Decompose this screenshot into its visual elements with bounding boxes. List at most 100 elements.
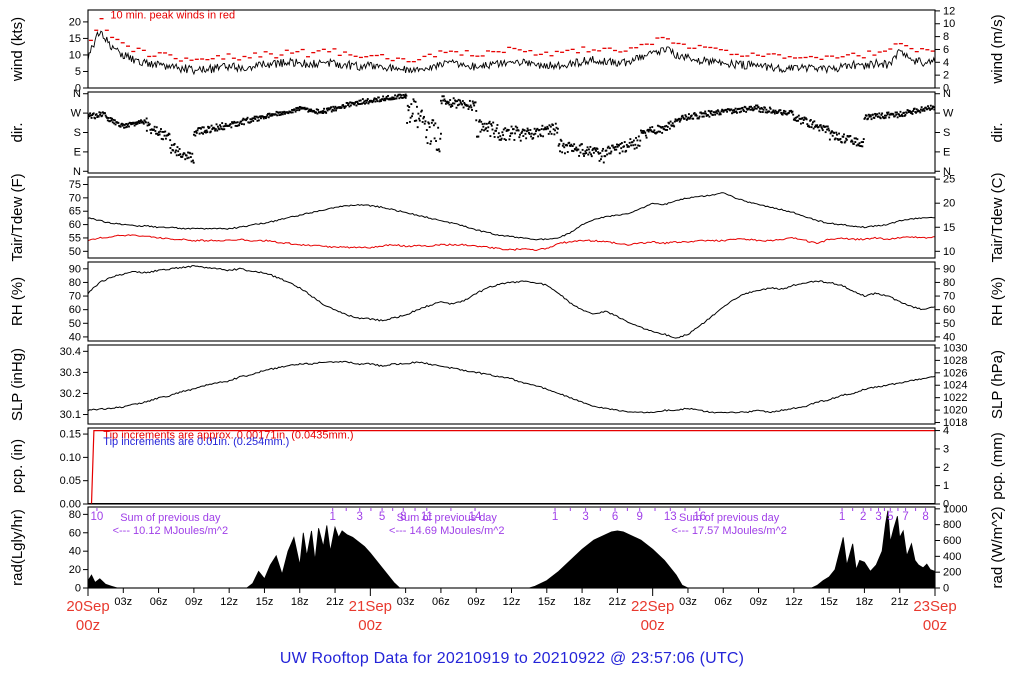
wind-dir-dot [794,119,797,122]
wind-dir-dot [372,98,375,101]
axis-label-left-tair_tdew: Tair/Tdew (F) [9,173,26,261]
wind-dir-dot [919,108,922,111]
wind-dir-dot [802,121,805,124]
wind-dir-dot [106,116,109,119]
wind-dir-dot [210,124,213,127]
y-tick-label-left: 10 [69,49,81,61]
wind-dir-dot [192,133,195,136]
wind-dir-dot [649,126,652,129]
rad-mj-number: 8 [400,511,406,523]
wind-dir-dot [89,112,92,115]
wind-dir-dot [402,93,405,96]
wind-dir-dot [922,108,925,110]
wind-dir-dot [240,120,243,123]
y-tick-label-left: 80 [69,509,81,521]
wind-dir-dot [809,119,812,121]
wind-dir-dot [125,122,128,125]
wind-dir-dot [101,111,104,114]
wind-dir-dot [327,107,330,110]
wind-dir-dot [513,138,516,141]
wind-dir-dot [562,142,565,145]
wind-dir-dot [427,121,430,124]
wind-dir-dot [666,125,669,128]
wind-dir-dot [270,113,273,116]
rad-sum-note-line1: Sum of previous day [120,512,221,524]
wind-dir-dot [590,153,593,156]
tair_tdew-trace-tair [88,192,935,241]
wind-dir-dot [588,151,591,154]
wind-dir-dot [503,138,506,141]
wind-dir-dot [751,107,754,110]
wind-dir-dot [471,100,474,103]
wind-dir-dot [489,135,492,138]
wind-dir-dot [932,106,935,108]
rad-mj-number: 11 [421,511,433,523]
wind-dir-dot [373,97,376,100]
wind-dir-dot [876,113,879,116]
wind-dir-dot [533,127,536,130]
wind-dir-dot [666,128,669,131]
y-tick-label-left: 75 [69,179,81,191]
wind-dir-dot [207,125,209,128]
wind-dir-dot [587,153,590,156]
wind-dir-dot [233,121,236,124]
wind-dir-dot [135,123,137,126]
wind-dir-dot [542,135,545,138]
wind-dir-dot [663,128,666,131]
wind-dir-dot [410,103,413,106]
wind-dir-dot [613,146,616,149]
wind-dir-dot [104,112,106,115]
wind-dir-dot [218,128,221,131]
wind-dir-dot [759,107,761,110]
y-tick-label-left: 50 [69,246,81,258]
wind-dir-dot [616,143,618,146]
wind-dir-dot [748,105,751,108]
wind-dir-dot [801,117,804,120]
wind-dir-dot [193,131,196,133]
wind-dir-dot [596,147,599,150]
y-tick-label-right: N [943,88,951,100]
wind-dir-dot [781,113,784,116]
wind-dir-dot [458,103,461,106]
x-tick-label-hour: 12z [503,596,521,608]
wind-dir-dot [797,119,800,122]
wind-dir-dot [791,110,794,113]
wind-dir-dot [861,145,864,148]
wind-dir-dot [99,111,102,114]
wind-dir-dot [473,104,476,107]
wind-dir-dot [389,97,392,100]
wind-dir-dot [782,111,785,114]
wind-dir-dot [196,129,199,132]
wind-dir-dot [164,130,167,133]
wind-dir-dot [488,120,491,123]
wind-dir-dot [571,149,573,152]
wind-dir-dot [389,98,392,101]
y-tick-label-right: 80 [943,277,955,289]
y-tick-label-right: 8 [943,31,949,43]
wind-dir-dot [549,130,552,133]
wind-dir-dot [726,110,729,113]
wind-dir-dot [777,110,780,113]
axis-label-left-pcp: pcp. (in) [9,439,26,493]
wind-dir-dot [257,116,260,119]
y-tick-label-right: 6 [943,44,949,56]
wind-dir-dot [387,94,389,97]
wind-dir-dot [680,117,683,120]
x-tick-label-hour: 18z [856,596,874,608]
x-tick-label-hour: 03z [114,596,132,608]
wind-dir-dot [685,118,688,121]
wind-dir-dot [602,161,605,164]
y-tick-label-right: W [943,108,954,120]
wind-dir-dot [240,123,243,125]
wind-dir-dot [456,100,459,103]
wind-dir-dot [600,158,602,161]
y-tick-label-right: 0 [943,499,949,511]
wind-dir-dot [475,109,478,112]
wind-dir-dot [702,115,705,118]
wind-dir-dot [687,116,690,119]
wind-dir-dot [592,151,595,154]
wind-dir-dot [425,129,428,131]
wind-dir-dot [588,148,590,151]
wind-dir-dot [820,126,823,129]
wind-dir-dot [317,108,320,111]
